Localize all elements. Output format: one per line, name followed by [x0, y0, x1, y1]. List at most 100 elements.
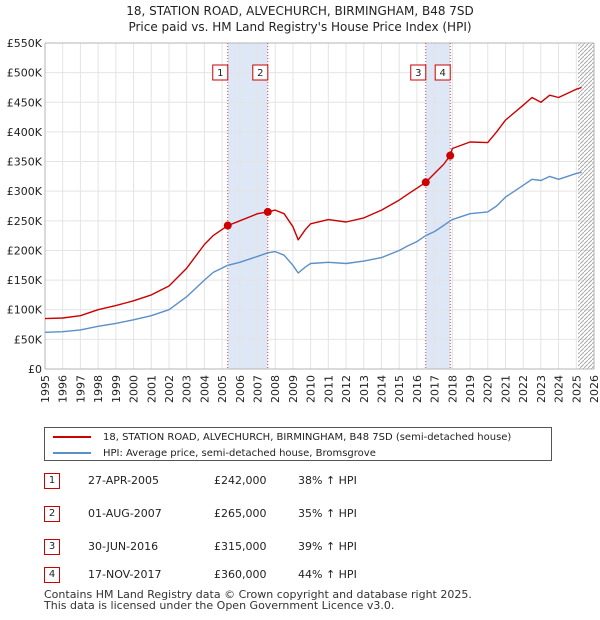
sale-hpi-change: 35% ↑ HPI	[298, 507, 357, 520]
footer-licence: This data is licensed under the Open Gov…	[44, 599, 395, 612]
sale-box-label: 2	[257, 68, 263, 79]
x-tick-label: 2023	[535, 375, 548, 403]
y-tick-label: £550K	[7, 37, 43, 50]
sale-box	[252, 64, 269, 81]
x-tick-label: 2004	[198, 375, 211, 403]
x-tick-label: 2021	[499, 375, 512, 403]
series-line-property	[44, 86, 582, 320]
x-tick-label: 2013	[358, 375, 371, 403]
series-lines	[44, 86, 582, 333]
sale-vertical-lines	[227, 43, 451, 369]
y-tick-label: £150K	[7, 274, 43, 287]
forecast-region	[578, 43, 594, 369]
sale-point	[263, 207, 272, 216]
legend-label-property: 18, STATION ROAD, ALVECHURCH, BIRMINGHAM…	[103, 431, 512, 443]
sale-number-badge: 2	[44, 506, 60, 522]
x-tick-label: 2000	[128, 375, 141, 403]
x-tick-label: 2005	[216, 375, 229, 403]
sale-box	[212, 64, 229, 81]
sale-point	[223, 221, 232, 230]
sale-box	[410, 64, 427, 81]
y-tick-label: £100K	[7, 304, 43, 317]
sale-point	[446, 151, 455, 160]
sale-row: 2 01-AUG-2007 £265,000 35% ↑ HPI	[44, 506, 444, 524]
x-tick-label: 2020	[482, 375, 495, 403]
x-tick-label: 2012	[340, 375, 353, 403]
sale-box-label: 4	[440, 68, 446, 79]
x-tick-label: 2024	[553, 375, 566, 403]
x-tick-label: 2009	[287, 375, 300, 403]
sale-box-label: 3	[415, 68, 421, 79]
sale-date: 30-JUN-2016	[88, 540, 159, 553]
x-tick-label: 2010	[305, 375, 318, 403]
footer-copyright: Contains HM Land Registry data © Crown c…	[44, 588, 472, 601]
x-tick-label: 2019	[464, 375, 477, 403]
y-tick-label: £250K	[7, 215, 43, 228]
y-tick-label: £450K	[7, 96, 43, 109]
price-chart: 1 2 3 4 £0 £50K £100K £150K £200K £250K £300K £350…	[7, 37, 600, 403]
sale-points	[223, 151, 455, 230]
x-tick-label: 2014	[375, 375, 388, 403]
x-tick-label: 2011	[322, 375, 335, 403]
sale-number-boxes: 1 2 3 4	[212, 64, 451, 81]
x-tick-label: 1995	[39, 375, 52, 403]
y-tick-label: £500K	[7, 67, 43, 80]
x-tick-label: 2022	[517, 375, 530, 403]
sale-price: £360,000	[214, 568, 267, 581]
sale-price: £265,000	[214, 507, 267, 520]
x-tick-label: 1999	[110, 375, 123, 403]
y-tick-label: £50K	[14, 333, 43, 346]
sale-price: £242,000	[214, 474, 267, 487]
plot-background	[45, 43, 594, 369]
x-tick-label: 2025	[570, 375, 583, 403]
x-tick-label: 2018	[446, 375, 459, 403]
x-tick-label: 2017	[429, 375, 442, 403]
sale-date: 01-AUG-2007	[88, 507, 162, 520]
x-tick-label: 2007	[252, 375, 265, 403]
y-tick-label: £200K	[7, 244, 43, 257]
x-tick-label: 1997	[74, 375, 87, 403]
shaded-periods	[45, 43, 594, 369]
sale-hpi-change: 44% ↑ HPI	[298, 568, 357, 581]
sale-row: 4 17-NOV-2017 £360,000 44% ↑ HPI	[44, 567, 444, 585]
sale-box	[434, 64, 451, 81]
x-tick-label: 2008	[269, 375, 282, 403]
chart-subtitle: Price paid vs. HM Land Registry's House …	[128, 20, 472, 34]
y-tick-label: £0	[28, 363, 42, 376]
shaded-period	[425, 43, 451, 369]
sale-number-badge: 3	[44, 539, 60, 555]
legend-item-hpi: HPI: Average price, semi-detached house,…	[53, 446, 376, 460]
sale-date: 17-NOV-2017	[88, 568, 162, 581]
footer: Contains HM Land Registry data © Crown c…	[44, 589, 472, 611]
x-tick-label: 2006	[234, 375, 247, 403]
sale-box-label: 1	[217, 68, 223, 79]
sale-hpi-change: 39% ↑ HPI	[298, 540, 357, 553]
sale-row: 3 30-JUN-2016 £315,000 39% ↑ HPI	[44, 539, 444, 557]
chart-title: 18, STATION ROAD, ALVECHURCH, BIRMINGHAM…	[126, 4, 474, 18]
x-tick-label: 2001	[145, 375, 158, 403]
sale-price: £315,000	[214, 540, 267, 553]
x-tick-label: 2026	[588, 375, 600, 403]
legend: 18, STATION ROAD, ALVECHURCH, BIRMINGHAM…	[44, 427, 552, 461]
forecast-hatch	[578, 43, 594, 369]
x-axis-ticks: 1995 1996 1997 1998 1999 2000 2001 2002 2003 2004…	[39, 375, 600, 403]
y-axis-ticks: £0 £50K £100K £150K £200K £250K £300K £350K £400…	[7, 37, 43, 376]
x-tick-label: 2016	[411, 375, 424, 403]
shaded-period	[227, 43, 268, 369]
legend-label-hpi: HPI: Average price, semi-detached house,…	[103, 447, 376, 459]
sale-point	[421, 178, 430, 187]
x-tick-label: 2003	[181, 375, 194, 403]
sale-number-badge: 4	[44, 567, 60, 583]
x-tick-label: 1996	[57, 375, 70, 403]
y-tick-label: £350K	[7, 156, 43, 169]
legend-swatch-hpi	[53, 452, 91, 454]
y-tick-label: £300K	[7, 185, 43, 198]
legend-item-property: 18, STATION ROAD, ALVECHURCH, BIRMINGHAM…	[53, 430, 511, 444]
x-tick-label: 1998	[92, 375, 105, 403]
x-tick-label: 2002	[163, 375, 176, 403]
legend-swatch-property	[53, 436, 91, 438]
sale-date: 27-APR-2005	[88, 474, 160, 487]
sale-row: 1 27-APR-2005 £242,000 38% ↑ HPI	[44, 473, 444, 491]
y-tick-label: £400K	[7, 126, 43, 139]
series-line-hpi	[44, 171, 582, 333]
